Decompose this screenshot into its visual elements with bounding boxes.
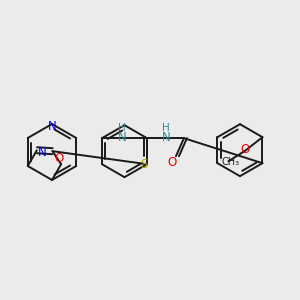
- Text: N: N: [48, 121, 56, 134]
- Text: CH₃: CH₃: [221, 157, 239, 167]
- Text: S: S: [140, 158, 148, 171]
- Text: O: O: [241, 143, 250, 156]
- Text: N: N: [118, 131, 126, 144]
- Text: H: H: [118, 123, 126, 133]
- Text: N: N: [38, 146, 46, 159]
- Text: H: H: [162, 123, 170, 133]
- Text: O: O: [55, 152, 64, 165]
- Text: O: O: [167, 156, 177, 169]
- Text: N: N: [162, 131, 170, 144]
